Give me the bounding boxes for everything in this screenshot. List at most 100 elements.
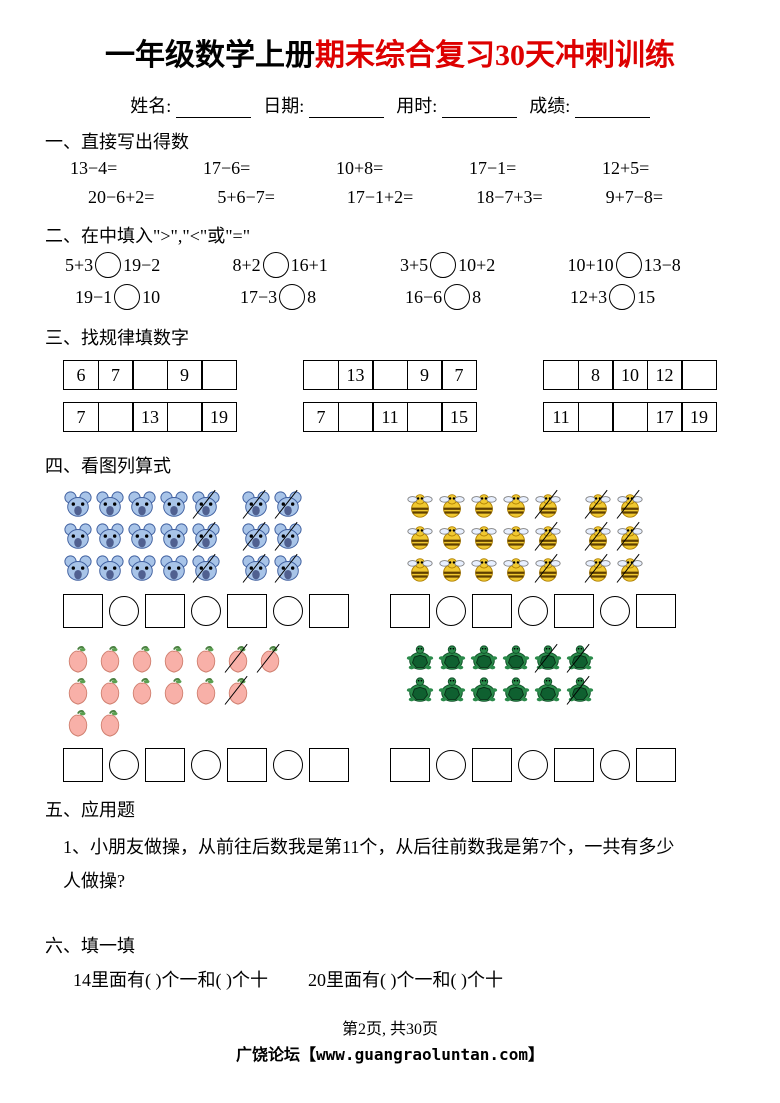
turtle-icon — [501, 676, 531, 706]
score-label: 成绩: — [529, 96, 570, 116]
bee-icon — [469, 490, 499, 520]
seq-cell: 11 — [543, 402, 579, 432]
answer-box[interactable] — [472, 748, 512, 782]
seq-cell[interactable] — [372, 360, 408, 390]
bee-icon — [437, 522, 467, 552]
blank-circle[interactable] — [430, 252, 456, 278]
date-blank[interactable] — [309, 98, 384, 118]
peach-icon — [127, 676, 157, 706]
koala-icon — [63, 490, 93, 520]
seq-cell[interactable] — [201, 360, 237, 390]
answer-box[interactable] — [309, 748, 349, 782]
answer-circle[interactable] — [191, 596, 221, 626]
comp-left: 19−1 — [75, 287, 112, 308]
seq-cell: 7 — [303, 402, 339, 432]
bee-icon — [533, 554, 563, 584]
icon-line — [63, 676, 285, 706]
answer-box[interactable] — [227, 594, 267, 628]
title-black: 一年级数学上册 — [105, 39, 315, 72]
comp-left: 17−3 — [240, 287, 277, 308]
answer-box[interactable] — [390, 594, 430, 628]
eq-cell: 10+8= — [336, 158, 469, 179]
peach-icon — [95, 676, 125, 706]
bee-icon — [533, 490, 563, 520]
seq-cell[interactable] — [338, 402, 374, 432]
answer-box[interactable] — [636, 748, 676, 782]
comp-left: 8+2 — [233, 255, 261, 276]
peach-icon — [223, 644, 253, 674]
bee-icon — [501, 554, 531, 584]
answer-circle[interactable] — [600, 750, 630, 780]
blank-circle[interactable] — [95, 252, 121, 278]
word-problem-1: 1、小朋友做操，从前往后数我是第11个，从后往前数我是第7个，一共有多少 人做操… — [45, 826, 735, 902]
answer-box[interactable] — [227, 748, 267, 782]
answer-box[interactable] — [636, 594, 676, 628]
answer-circle[interactable] — [273, 596, 303, 626]
blank-circle[interactable] — [279, 284, 305, 310]
answer-box[interactable] — [145, 748, 185, 782]
answer-circle[interactable] — [273, 750, 303, 780]
seq-group: 1397 — [303, 360, 477, 390]
peach-icon — [191, 676, 221, 706]
seq-cell: 11 — [372, 402, 408, 432]
s2-row-2: 19−11017−3816−6812+315 — [45, 284, 735, 310]
comp-left: 12+3 — [570, 287, 607, 308]
seq-cell[interactable] — [578, 402, 614, 432]
answer-circle[interactable] — [518, 596, 548, 626]
peach-icon — [159, 644, 189, 674]
blank-circle[interactable] — [114, 284, 140, 310]
turtle-icon — [565, 676, 595, 706]
eq-cell: 17−1= — [469, 158, 602, 179]
name-blank[interactable] — [176, 98, 251, 118]
student-form-row: 姓名: 日期: 用时: 成绩: — [45, 92, 735, 118]
seq-cell[interactable] — [543, 360, 579, 390]
answer-circle[interactable] — [191, 750, 221, 780]
seq-cell[interactable] — [407, 402, 443, 432]
answer-circle[interactable] — [436, 750, 466, 780]
answer-box[interactable] — [390, 748, 430, 782]
seq-cell[interactable] — [303, 360, 339, 390]
answer-circle[interactable] — [436, 596, 466, 626]
seq-cell: 10 — [612, 360, 648, 390]
seq-cell: 7 — [98, 360, 134, 390]
answer-circle[interactable] — [109, 750, 139, 780]
icon-column — [241, 490, 303, 584]
time-blank[interactable] — [442, 98, 517, 118]
icon-line — [63, 522, 221, 552]
comp-right: 15 — [637, 287, 655, 308]
seq-cell[interactable] — [132, 360, 168, 390]
answer-box[interactable] — [554, 594, 594, 628]
answer-box[interactable] — [145, 594, 185, 628]
title-red: 期末综合复习30天冲刺训练 — [315, 39, 675, 72]
seq-cell[interactable] — [98, 402, 134, 432]
koala-icon — [95, 522, 125, 552]
answer-half — [63, 748, 390, 782]
blank-circle[interactable] — [616, 252, 642, 278]
answer-box[interactable] — [309, 594, 349, 628]
seq-row: 679139781012 — [45, 354, 735, 396]
score-blank[interactable] — [575, 98, 650, 118]
koala-icon — [159, 554, 189, 584]
blank-circle[interactable] — [609, 284, 635, 310]
seq-cell[interactable] — [612, 402, 648, 432]
s1-row-2: 20−6+2= 5+6−7= 17−1+2= 18−7+3= 9+7−8= — [45, 187, 735, 208]
answer-circle[interactable] — [109, 596, 139, 626]
answer-circle[interactable] — [518, 750, 548, 780]
blank-circle[interactable] — [263, 252, 289, 278]
seq-cell[interactable] — [167, 402, 203, 432]
footer-site: 广饶论坛【www.guangraoluntan.com】 — [236, 1045, 544, 1064]
seq-cell: 19 — [681, 402, 717, 432]
seq-row: 7131971115111719 — [45, 396, 735, 438]
koala-icon — [241, 554, 271, 584]
section-5-head: 五、应用题 — [45, 796, 735, 822]
seq-cell[interactable] — [681, 360, 717, 390]
answer-box[interactable] — [63, 594, 103, 628]
blank-circle[interactable] — [444, 284, 470, 310]
seq-group: 81012 — [543, 360, 717, 390]
koala-icon — [273, 554, 303, 584]
answer-box[interactable] — [554, 748, 594, 782]
answer-box[interactable] — [63, 748, 103, 782]
turtle-icon — [437, 676, 467, 706]
answer-circle[interactable] — [600, 596, 630, 626]
answer-box[interactable] — [472, 594, 512, 628]
